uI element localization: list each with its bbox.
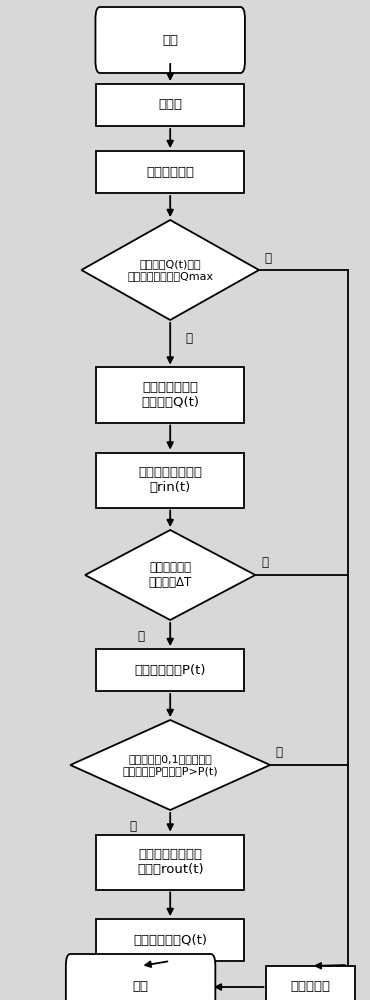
Bar <box>96 84 244 126</box>
Bar <box>96 834 244 890</box>
Text: 更新队列长度Q(t): 更新队列长度Q(t) <box>133 934 207 946</box>
Text: 初始化: 初始化 <box>158 99 182 111</box>
Text: 否: 否 <box>265 251 272 264</box>
Text: 是: 是 <box>130 820 137 832</box>
Bar <box>96 452 244 508</box>
Text: 分组出队，估计出
队速率rout(t): 分组出队，估计出 队速率rout(t) <box>137 848 204 876</box>
Bar <box>96 919 244 961</box>
FancyBboxPatch shape <box>66 954 215 1000</box>
Bar <box>96 649 244 691</box>
Text: 分组入队，更新
队列长度Q(t): 分组入队，更新 队列长度Q(t) <box>141 381 199 409</box>
Text: 生成服从（0,1）上均匀分
布随机变量P，判断P>P(t): 生成服从（0,1）上均匀分 布随机变量P，判断P>P(t) <box>122 754 218 776</box>
Polygon shape <box>70 720 270 810</box>
Text: 计算新的丢弃P(t): 计算新的丢弃P(t) <box>134 664 206 676</box>
Text: 更新时间差值
是否大于ΔT: 更新时间差值 是否大于ΔT <box>149 561 192 589</box>
FancyBboxPatch shape <box>95 7 245 73</box>
Bar <box>96 367 244 422</box>
Text: 结束: 结束 <box>132 980 149 994</box>
Text: 丢弃此分组: 丢弃此分组 <box>291 980 331 994</box>
Bar <box>266 966 355 1000</box>
Text: 开始: 开始 <box>162 33 178 46</box>
Text: 新的分组到达: 新的分组到达 <box>146 165 194 178</box>
Text: 否: 否 <box>276 746 283 760</box>
Text: 队列长度Q(t)是否
小于最大队列长度Qmax: 队列长度Q(t)是否 小于最大队列长度Qmax <box>127 259 213 281</box>
Text: 是: 是 <box>137 630 144 643</box>
Text: 估计缓存区入队速
率rin(t): 估计缓存区入队速 率rin(t) <box>138 466 202 494</box>
Bar <box>96 151 244 193</box>
Polygon shape <box>81 220 259 320</box>
Text: 否: 否 <box>261 556 268 570</box>
Polygon shape <box>85 530 255 620</box>
Text: 是: 是 <box>185 332 192 345</box>
